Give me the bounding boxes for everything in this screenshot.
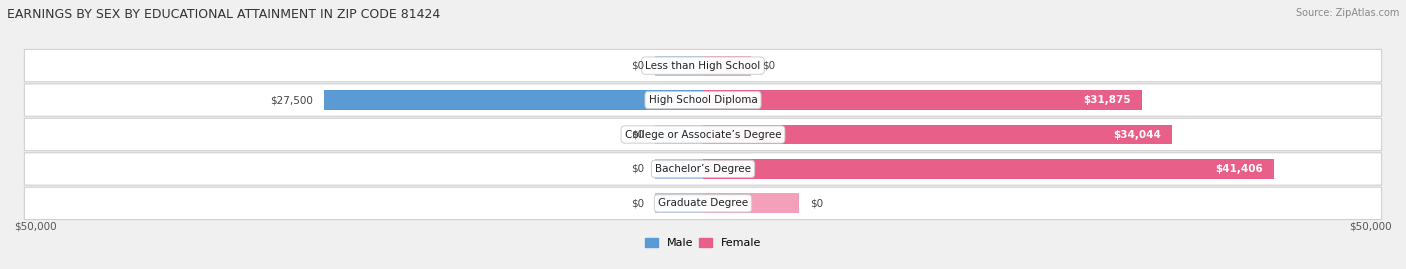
Bar [703,125,1173,144]
Text: Graduate Degree: Graduate Degree [658,198,748,208]
Text: Less than High School: Less than High School [645,61,761,71]
FancyBboxPatch shape [24,187,1382,220]
Text: $0: $0 [631,129,644,140]
Bar [655,193,703,213]
Bar [323,90,703,110]
Bar [703,159,1274,179]
Bar [655,56,703,76]
Text: $0: $0 [631,164,644,174]
Bar [655,125,703,144]
Bar [655,159,703,179]
Bar [703,90,1142,110]
Text: $34,044: $34,044 [1114,129,1161,140]
Text: $41,406: $41,406 [1215,164,1263,174]
Text: Source: ZipAtlas.com: Source: ZipAtlas.com [1295,8,1399,18]
FancyBboxPatch shape [24,84,1382,116]
Text: $27,500: $27,500 [270,95,314,105]
Text: $50,000: $50,000 [14,221,56,231]
Text: High School Diploma: High School Diploma [648,95,758,105]
Text: $0: $0 [810,198,824,208]
Text: $0: $0 [631,198,644,208]
FancyBboxPatch shape [24,118,1382,151]
Text: $0: $0 [762,61,775,71]
FancyBboxPatch shape [24,49,1382,82]
Bar [703,56,751,76]
Text: $31,875: $31,875 [1084,95,1132,105]
Text: Bachelor’s Degree: Bachelor’s Degree [655,164,751,174]
Text: $0: $0 [631,61,644,71]
Bar [703,193,800,213]
FancyBboxPatch shape [24,153,1382,185]
Text: EARNINGS BY SEX BY EDUCATIONAL ATTAINMENT IN ZIP CODE 81424: EARNINGS BY SEX BY EDUCATIONAL ATTAINMEN… [7,8,440,21]
Legend: Male, Female: Male, Female [640,233,766,253]
Text: $50,000: $50,000 [1350,221,1392,231]
Text: College or Associate’s Degree: College or Associate’s Degree [624,129,782,140]
